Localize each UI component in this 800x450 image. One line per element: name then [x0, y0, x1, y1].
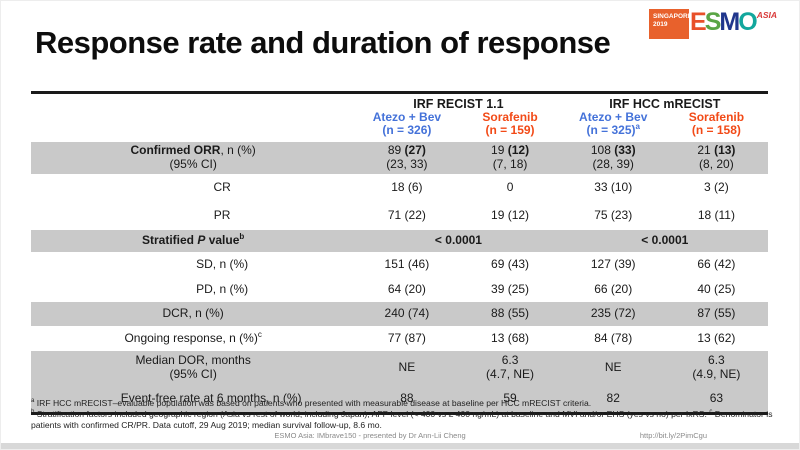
col-header-sorafenib-recist: Sorafenib (n = 159)	[458, 110, 561, 142]
data-cell: 19 (12)	[491, 208, 530, 223]
arm-n: (n = 158)	[691, 123, 741, 138]
footnote-marker: c	[257, 329, 262, 339]
data-cell: 88	[355, 384, 459, 414]
logo-letter: S	[704, 8, 722, 36]
data-cell: 3 (2)	[704, 180, 729, 195]
row-pr: PR 71 (22) 19 (12) 75 (23) 18 (11)	[31, 202, 768, 230]
presentation-credit: ESMO Asia: IMbrave150 - presented by Dr …	[274, 431, 466, 440]
arm-n: (n = 159)	[485, 123, 535, 138]
row-label: DCR, n (%)	[31, 301, 356, 326]
group-header-recist: IRF RECIST 1.1	[413, 97, 504, 111]
footnote-a: a IRF HCC mRECIST–evaluable population w…	[31, 398, 592, 408]
row-label: CR	[213, 180, 231, 195]
data-cell: 40 (25)	[697, 281, 736, 296]
row-label: PD, n (%)	[196, 281, 249, 296]
data-cell: 108 (33) (28, 39)	[561, 141, 665, 174]
logo-letter: O	[738, 8, 758, 36]
data-cell: 82	[561, 384, 665, 414]
data-cell: 63	[664, 384, 768, 414]
group-header-row: IRF RECIST 1.1 IRF HCC mRECIST	[31, 93, 768, 112]
row-cr: CR 18 (6) 0 33 (10) 3 (2)	[31, 174, 768, 202]
data-cell: 13 (68)	[491, 330, 530, 345]
esmo-wordmark-icon: E S M O	[690, 8, 758, 36]
esmo-asia-logo: SINGAPORE 2019 E S M O ASIA	[649, 8, 777, 40]
data-cell: 6.3 (4.9, NE)	[664, 350, 768, 385]
data-cell: 84 (78)	[594, 330, 633, 345]
p-value-recist: < 0.0001	[355, 229, 562, 252]
page-title: Response rate and duration of response	[35, 25, 611, 60]
data-cell: 64 (20)	[387, 281, 426, 296]
data-cell: 77 (87)	[387, 330, 426, 345]
row-dcr: DCR, n (%) 240 (74) 88 (55) 235 (72) 87 …	[31, 301, 768, 326]
data-cell: 6.3 (4.7, NE)	[458, 350, 562, 385]
arm-name: Sorafenib	[688, 110, 745, 124]
row-median-dor: Median DOR, months (95% CI) NE 6.3 (4.7, …	[31, 350, 768, 385]
col-header-sorafenib-mrecist: Sorafenib (n = 158)	[665, 110, 768, 142]
data-cell: 19 (12) (7, 18)	[458, 141, 562, 174]
data-cell: 66 (42)	[697, 256, 736, 271]
row-label: Confirmed ORR, n (%) (95% CI)	[31, 141, 356, 174]
bottom-bar	[1, 443, 799, 449]
row-label: Median DOR, months (95% CI)	[31, 350, 356, 385]
data-cell: NE	[561, 350, 665, 385]
data-cell: 89 (27) (23, 33)	[355, 141, 459, 174]
group-header-mrecist: IRF HCC mRECIST	[609, 97, 721, 111]
col-header-atezo-mrecist: Atezo + Bev (n = 325)a	[562, 110, 665, 142]
arm-n: (n = 325)	[586, 123, 636, 138]
logo-badge-line2: 2019	[653, 21, 668, 29]
row-label: Event-free rate at 6 months, n (%)	[31, 384, 356, 414]
data-cell: 151 (46)	[384, 256, 430, 271]
row-ongoing-response: Ongoing response, n (%)c 77 (87) 13 (68)…	[31, 326, 768, 351]
data-cell: 88 (55)	[458, 301, 562, 326]
row-sd: SD, n (%) 151 (46) 69 (43) 127 (39) 66 (…	[31, 252, 768, 277]
row-label: SD, n (%)	[196, 256, 249, 271]
arm-n: (n = 326)	[382, 123, 432, 138]
row-pd: PD, n (%) 64 (20) 39 (25) 66 (20) 40 (25…	[31, 277, 768, 302]
bitly-link[interactable]: http://bit.ly/2PimCgu	[639, 431, 707, 440]
footnote-b-c: b Stratification factors included geogra…	[31, 409, 773, 431]
data-cell: NE	[355, 350, 459, 385]
row-stratified-p-value: Stratified P valueb < 0.0001 < 0.0001	[31, 229, 768, 252]
data-cell: 59	[458, 384, 562, 414]
row-label: PR	[213, 208, 231, 223]
row-event-free-rate: Event-free rate at 6 months, n (%) 88 59…	[31, 384, 768, 414]
data-cell: 71 (22)	[387, 208, 426, 223]
arm-header-row: Atezo + Bev (n = 326) Sorafenib (n = 159…	[31, 110, 768, 142]
data-cell: 66 (20)	[594, 281, 633, 296]
col-header-atezo-recist: Atezo + Bev (n = 326)	[355, 110, 458, 142]
row-label: Stratified P valueb	[31, 229, 356, 252]
logo-badge-line1: SINGAPORE	[653, 13, 693, 20]
data-cell: 87 (55)	[664, 301, 768, 326]
arm-name: Sorafenib	[482, 110, 538, 124]
logo-asia-label: ASIA	[756, 10, 777, 20]
footnotes: a IRF HCC mRECIST–evaluable population w…	[31, 398, 773, 432]
data-cell: 75 (23)	[594, 208, 633, 223]
p-value-mrecist: < 0.0001	[561, 229, 768, 252]
footnote-marker: b	[239, 232, 245, 242]
logo-letter: E	[690, 8, 707, 36]
row-confirmed-orr: Confirmed ORR, n (%) (95% CI) 89 (27) (23…	[31, 141, 768, 174]
row-label: Ongoing response, n (%)c	[124, 329, 262, 345]
data-cell: 18 (11)	[697, 208, 735, 223]
empty-header-cell	[31, 93, 355, 112]
data-cell: 240 (74)	[355, 301, 459, 326]
data-cell: 39 (25)	[491, 281, 530, 296]
data-cell: 69 (43)	[491, 256, 530, 271]
results-table: IRF RECIST 1.1 IRF HCC mRECIST Atezo + B…	[31, 91, 768, 415]
logo-letter: M	[719, 8, 740, 36]
arm-name: Atezo + Bev	[579, 110, 648, 124]
data-cell: 18 (6)	[391, 180, 423, 195]
logo-badge: SINGAPORE 2019	[649, 9, 693, 40]
data-cell: 33 (10)	[594, 180, 633, 195]
footnote-marker: a	[635, 122, 640, 132]
arm-name: Atezo + Bev	[372, 110, 442, 124]
data-cell: 127 (39)	[590, 256, 636, 271]
data-cell: 21 (13) (8, 20)	[664, 141, 768, 174]
data-cell: 0	[506, 180, 514, 195]
empty-header-cell	[31, 111, 355, 142]
data-cell: 13 (62)	[697, 330, 736, 345]
data-cell: 235 (72)	[561, 301, 665, 326]
